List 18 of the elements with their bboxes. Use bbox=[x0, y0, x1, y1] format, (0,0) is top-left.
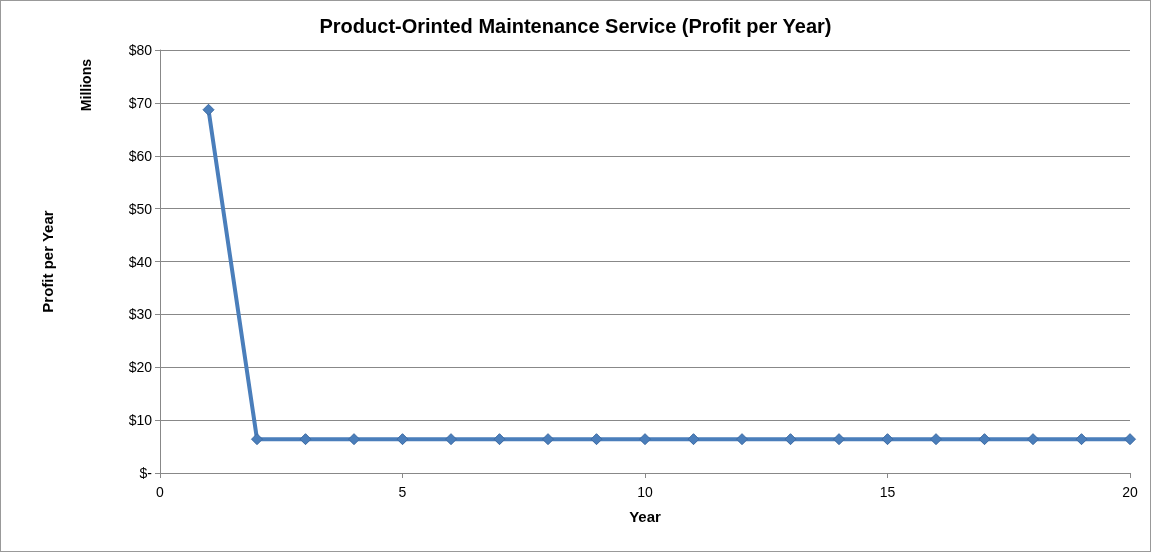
y-tick-label: $40 bbox=[128, 253, 153, 270]
x-tick-label: 5 bbox=[398, 484, 407, 500]
x-axis-title: Year bbox=[629, 508, 662, 525]
y-tick-label: $10 bbox=[128, 412, 153, 429]
y-axis-title: Profit per Year bbox=[39, 210, 56, 313]
x-tick-label: 15 bbox=[879, 484, 896, 500]
y-tick-label: $60 bbox=[128, 147, 153, 164]
chart-title: Product-Orinted Maintenance Service (Profit per Year) bbox=[319, 15, 832, 37]
y-tick-label: $70 bbox=[128, 94, 153, 111]
text: Millions bbox=[78, 58, 94, 112]
y-tick-label: $80 bbox=[128, 42, 153, 58]
y-tick-label: $30 bbox=[128, 306, 153, 323]
x-tick-label: 20 bbox=[1122, 484, 1138, 500]
y-tick-label: $50 bbox=[128, 200, 153, 217]
x-tick-label: 10 bbox=[637, 484, 653, 500]
x-tick-label: 0 bbox=[156, 484, 165, 500]
y-tick-label: $20 bbox=[128, 359, 153, 376]
y-tick-label: $- bbox=[139, 465, 153, 481]
